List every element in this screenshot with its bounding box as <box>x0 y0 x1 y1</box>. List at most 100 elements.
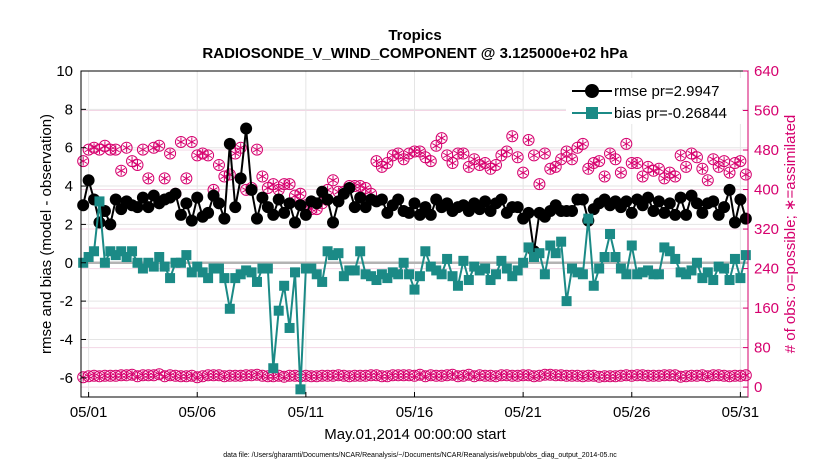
bias-point <box>469 261 480 272</box>
bias-point <box>675 267 686 278</box>
bias-point <box>110 250 121 261</box>
obs-circle <box>620 137 633 150</box>
rmse-point <box>191 191 204 204</box>
y-tick-label: 0 <box>65 255 73 272</box>
bias-point <box>648 269 659 280</box>
rmse-point <box>576 193 589 206</box>
obs-circle <box>435 132 448 145</box>
rmse-point <box>169 187 182 200</box>
obs-assimilated-marker <box>734 155 747 168</box>
bias-point <box>686 265 697 276</box>
obs-assimilated-marker <box>718 155 731 168</box>
rmse-point <box>104 218 117 231</box>
obs-assimilated-marker <box>164 147 177 160</box>
obs-circle <box>739 168 752 181</box>
obs-assimilated-marker <box>153 139 166 152</box>
obs-assimilated-marker <box>131 158 144 171</box>
obs-assimilated-marker <box>174 135 187 148</box>
obs-star-stroke <box>144 175 153 182</box>
rmse-point <box>272 193 285 206</box>
bias-point <box>273 305 284 316</box>
obs-circle <box>566 153 579 166</box>
obs-assimilated-marker <box>680 160 693 173</box>
bias-point <box>306 263 317 274</box>
bias-point <box>545 240 556 251</box>
obs-circle <box>652 162 665 175</box>
obs-star-stroke <box>502 148 511 155</box>
bias-point <box>697 273 708 284</box>
bias-point <box>643 265 654 276</box>
bias-point <box>588 280 599 291</box>
bias-point <box>387 267 398 278</box>
obs-star-stroke <box>95 146 104 153</box>
obs-star-stroke <box>692 154 702 160</box>
obs-assimilated-marker <box>250 143 263 156</box>
obs-star-stroke <box>714 164 723 170</box>
obs-star-stroke <box>263 185 272 191</box>
bias-point <box>512 265 523 276</box>
obs-assimilated-marker <box>652 162 665 175</box>
bias-point <box>181 250 192 261</box>
bias-point <box>398 257 409 268</box>
obs-possible-series <box>77 368 752 384</box>
bias-point <box>235 269 246 280</box>
rmse-point <box>690 197 703 210</box>
obs-circle <box>164 147 177 160</box>
footnote: data file: /Users/gharamti/Documents/NCA… <box>223 452 617 459</box>
obs-circle <box>696 162 709 175</box>
obs-circle <box>522 134 535 147</box>
rmse-point <box>240 122 253 135</box>
rmse-point <box>223 137 236 150</box>
obs-circle <box>457 147 470 160</box>
obs-assimilated-marker <box>517 166 530 179</box>
obs-star-stroke <box>296 191 305 197</box>
obs-circle <box>500 145 513 158</box>
obs-circle <box>294 187 307 200</box>
bias-point <box>132 257 143 268</box>
rmse-point <box>294 199 307 212</box>
bias-point <box>670 253 681 264</box>
chart-subtitle: RADIOSONDE_V_WIND_COMPONENT @ 3.125000e+… <box>202 45 628 62</box>
bias-point <box>463 275 474 286</box>
rmse-point <box>647 204 660 217</box>
bias-point <box>518 257 529 268</box>
bias-point <box>572 267 583 278</box>
rmse-point <box>375 193 388 206</box>
x-tick-label: 05/01 <box>70 404 108 421</box>
y-right-tick-label: 640 <box>754 63 779 80</box>
bias-point <box>414 271 425 282</box>
obs-star-stroke <box>703 177 712 183</box>
legend: rmse pr=2.9947 bias pr=-0.26844 <box>566 78 742 124</box>
bias-point <box>89 246 100 257</box>
bias-point <box>290 267 301 278</box>
obs-star-stroke <box>676 152 685 159</box>
bias-point <box>366 271 377 282</box>
rmse-point <box>142 201 155 214</box>
bias-point <box>186 267 197 278</box>
bias-point <box>154 252 165 263</box>
obs-assimilated-marker <box>723 166 736 179</box>
rmse-point <box>136 191 149 204</box>
obs-circle <box>250 143 263 156</box>
rmse-point <box>680 208 693 221</box>
rmse-point <box>392 193 405 206</box>
bias-point <box>583 213 594 224</box>
obs-star-stroke <box>622 141 631 147</box>
bias-point <box>344 265 355 276</box>
bias-point <box>653 269 664 280</box>
rmse-point <box>321 193 334 206</box>
rmse-point <box>82 174 95 187</box>
bias-point <box>452 280 463 291</box>
bias-point <box>713 261 724 272</box>
obs-assimilated-marker <box>598 170 611 183</box>
bias-point <box>137 263 148 274</box>
legend-bias-marker <box>586 107 598 119</box>
obs-star-stroke <box>671 173 680 180</box>
rmse-point <box>522 206 535 219</box>
obs-star-stroke <box>138 146 148 153</box>
rmse-point <box>424 208 437 221</box>
bias-point <box>338 271 349 282</box>
bias-point <box>317 276 328 287</box>
bias-series <box>78 196 751 395</box>
obs-circle <box>680 160 693 173</box>
